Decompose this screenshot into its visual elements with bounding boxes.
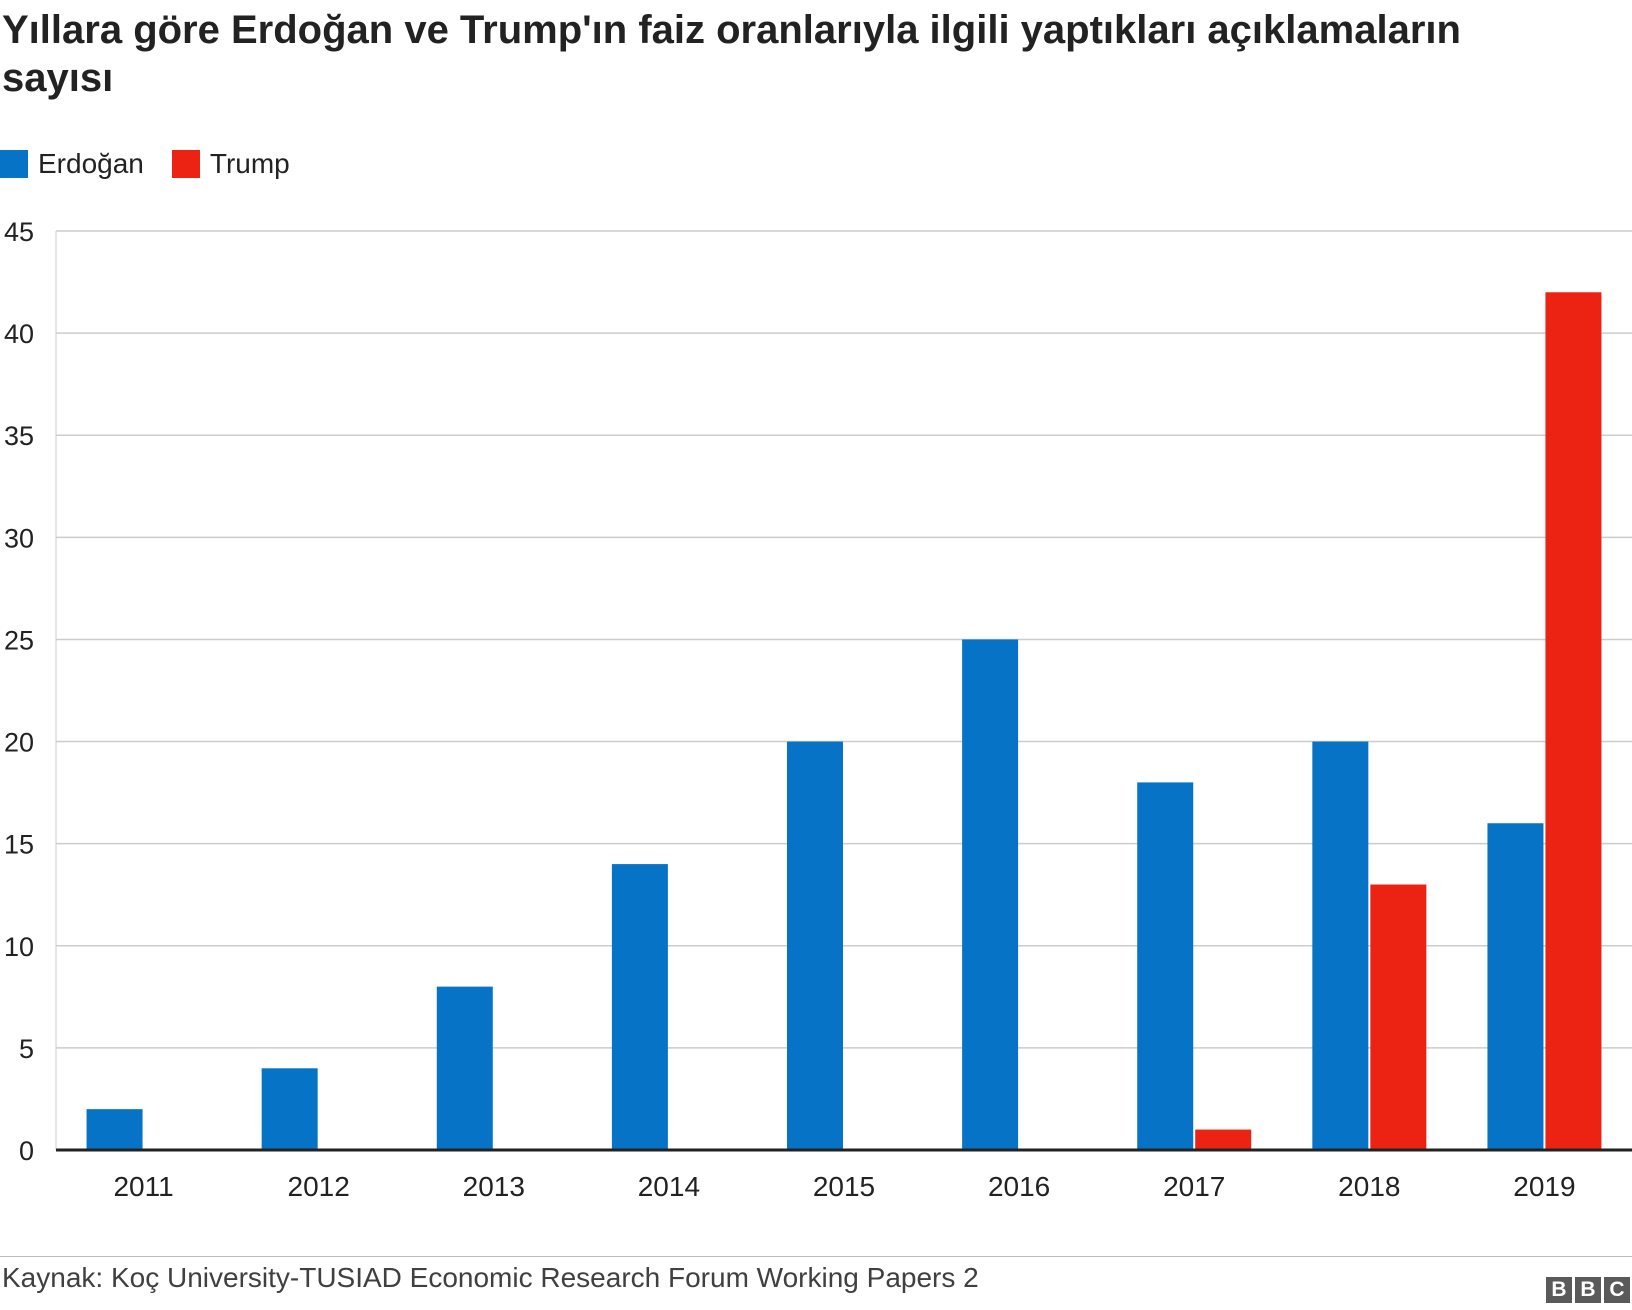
- y-tick-label-10: 10: [4, 932, 34, 962]
- y-tick-label-15: 15: [4, 830, 34, 860]
- y-tick-label-35: 35: [4, 421, 34, 451]
- bar-chart: 0 5 10 15 20 25 30 35 40 45 2011 2012 2013 2014 2015 20…: [4, 217, 1632, 1200]
- bar-erdogan-2016: [962, 639, 1019, 1150]
- bar-erdogan-2019: [1487, 823, 1544, 1150]
- x-tick-label-2017: 2017: [1163, 1171, 1225, 1200]
- bar-erdogan-2013: [436, 986, 493, 1150]
- x-tick-label-2018: 2018: [1338, 1171, 1400, 1200]
- y-tick-label-45: 45: [4, 217, 34, 247]
- x-tick-label-2019: 2019: [1513, 1171, 1575, 1200]
- legend-label-erdogan: Erdoğan: [38, 148, 144, 179]
- source-note: Kaynak: Koç University-TUSIAD Economic R…: [2, 1262, 979, 1293]
- y-tick-label-25: 25: [4, 625, 34, 655]
- legend-swatch-trump: [171, 150, 200, 178]
- bar-erdogan-2014: [611, 864, 668, 1150]
- x-tick-label-2015: 2015: [813, 1171, 875, 1200]
- y-tick-label-5: 5: [19, 1034, 34, 1064]
- bar-erdogan-2017: [1137, 782, 1194, 1150]
- logo-letter-b2: B: [1575, 1277, 1601, 1303]
- logo-letter-c: C: [1604, 1277, 1630, 1303]
- legend-label-trump: Trump: [209, 148, 290, 179]
- y-tick-label-20: 20: [4, 728, 34, 758]
- x-tick-label-2012: 2012: [288, 1171, 350, 1200]
- bar-erdogan-2015: [787, 741, 843, 1150]
- y-tick-label-30: 30: [4, 523, 34, 553]
- legend-swatch-erdogan: [0, 150, 28, 178]
- bar-trump-2018: [1370, 884, 1427, 1150]
- footer-divider: [0, 1256, 1632, 1257]
- bar-trump-2019: [1545, 292, 1602, 1150]
- y-tick-label-0: 0: [19, 1136, 34, 1166]
- x-tick-label-2013: 2013: [463, 1171, 525, 1200]
- x-tick-label-2014: 2014: [638, 1171, 700, 1200]
- y-tick-label-40: 40: [4, 319, 34, 349]
- bar-erdogan-2011: [86, 1109, 143, 1150]
- bar-erdogan-2018: [1312, 741, 1369, 1150]
- legend-item-trump: Trump: [171, 148, 290, 180]
- bbc-logo: B B C: [1546, 1277, 1630, 1303]
- x-tick-label-2016: 2016: [988, 1171, 1050, 1200]
- legend-item-erdogan: Erdoğan: [0, 148, 144, 180]
- bar-trump-2017: [1195, 1129, 1252, 1150]
- logo-letter-b1: B: [1546, 1277, 1572, 1303]
- x-tick-label-2011: 2011: [113, 1171, 173, 1200]
- bar-erdogan-2012: [261, 1068, 318, 1150]
- legend: Erdoğan Trump: [0, 144, 318, 184]
- chart-title: Yıllara göre Erdoğan ve Trump'ın faiz or…: [2, 8, 1461, 100]
